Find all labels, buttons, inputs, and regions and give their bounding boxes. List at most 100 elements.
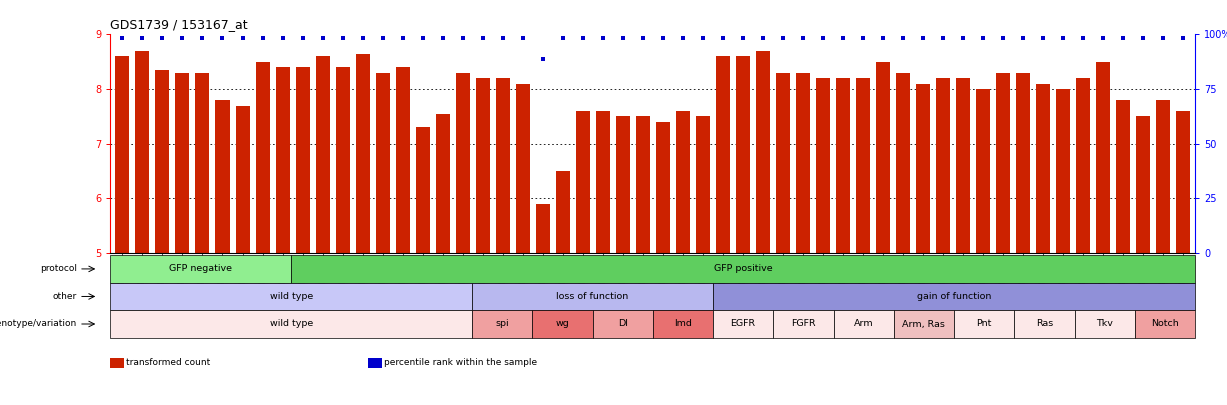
Bar <box>395 67 410 253</box>
Text: FGFR: FGFR <box>791 320 816 328</box>
Bar <box>896 73 910 253</box>
Bar <box>756 51 769 253</box>
Text: Notch: Notch <box>1151 320 1179 328</box>
Point <box>493 35 513 41</box>
Point <box>833 35 853 41</box>
Bar <box>315 56 330 253</box>
Bar <box>1036 84 1050 253</box>
Bar <box>236 106 249 253</box>
Bar <box>1056 89 1070 253</box>
Point <box>472 35 492 41</box>
Bar <box>775 73 790 253</box>
Point <box>173 35 193 41</box>
Bar <box>1016 73 1029 253</box>
Point <box>433 35 453 41</box>
Bar <box>416 127 429 253</box>
Bar <box>715 56 730 253</box>
Bar <box>596 111 610 253</box>
Bar <box>110 310 472 338</box>
Bar <box>110 255 291 283</box>
Bar <box>556 171 569 253</box>
Point <box>814 35 833 41</box>
Point <box>913 35 933 41</box>
Text: transformed count: transformed count <box>126 358 211 367</box>
Point <box>633 35 653 41</box>
Bar <box>876 62 890 253</box>
Point <box>693 35 713 41</box>
Bar <box>1135 310 1195 338</box>
Text: loss of function: loss of function <box>556 292 628 301</box>
Point <box>453 35 472 41</box>
Text: GDS1739 / 153167_at: GDS1739 / 153167_at <box>110 18 248 31</box>
Bar <box>676 111 690 253</box>
Bar <box>575 111 590 253</box>
Text: GFP negative: GFP negative <box>169 264 232 273</box>
Bar <box>135 51 150 253</box>
Bar <box>216 100 229 253</box>
Point <box>653 35 672 41</box>
Point <box>973 35 993 41</box>
Bar <box>175 73 189 253</box>
Point <box>874 35 893 41</box>
Point <box>993 35 1012 41</box>
Point <box>1173 35 1193 41</box>
Text: lmd: lmd <box>674 320 692 328</box>
Point <box>293 35 313 41</box>
Bar <box>713 283 1195 310</box>
Bar <box>375 73 390 253</box>
Point <box>1014 35 1033 41</box>
Text: protocol: protocol <box>39 264 77 273</box>
Point <box>333 35 352 41</box>
Bar <box>836 78 850 253</box>
Bar <box>476 78 490 253</box>
Point <box>212 35 232 41</box>
Bar <box>356 53 369 253</box>
Point <box>593 35 612 41</box>
Bar <box>996 73 1010 253</box>
Bar <box>1136 117 1150 253</box>
Bar <box>956 78 971 253</box>
Bar <box>533 310 593 338</box>
Bar <box>1117 100 1130 253</box>
Bar <box>195 73 210 253</box>
Point <box>253 35 272 41</box>
Text: Tkv: Tkv <box>1096 320 1113 328</box>
Bar <box>856 78 870 253</box>
Point <box>672 35 692 41</box>
Text: wg: wg <box>556 320 569 328</box>
Bar <box>472 283 713 310</box>
Point <box>233 35 253 41</box>
Bar <box>156 70 169 253</box>
Bar <box>773 310 833 338</box>
Point <box>393 35 412 41</box>
Bar <box>276 67 290 253</box>
Point <box>113 35 133 41</box>
Text: GFP positive: GFP positive <box>714 264 773 273</box>
Text: gain of function: gain of function <box>917 292 991 301</box>
Point <box>793 35 812 41</box>
Point <box>573 35 593 41</box>
Point <box>1153 35 1173 41</box>
Bar <box>915 84 930 253</box>
Point <box>533 56 552 62</box>
Bar <box>255 62 270 253</box>
Text: wild type: wild type <box>270 292 313 301</box>
Bar <box>893 310 955 338</box>
Bar <box>593 310 653 338</box>
Point <box>353 35 373 41</box>
Bar <box>713 310 773 338</box>
Bar <box>515 84 530 253</box>
Text: Pnt: Pnt <box>977 320 991 328</box>
Bar <box>736 56 750 253</box>
Bar <box>655 122 670 253</box>
Bar <box>636 117 650 253</box>
Text: EGFR: EGFR <box>730 320 756 328</box>
Bar <box>115 56 129 253</box>
Point <box>893 35 913 41</box>
Bar <box>110 283 472 310</box>
Bar <box>496 78 509 253</box>
Point <box>152 35 172 41</box>
Point <box>614 35 633 41</box>
Text: Arm: Arm <box>854 320 874 328</box>
Bar <box>455 73 470 253</box>
